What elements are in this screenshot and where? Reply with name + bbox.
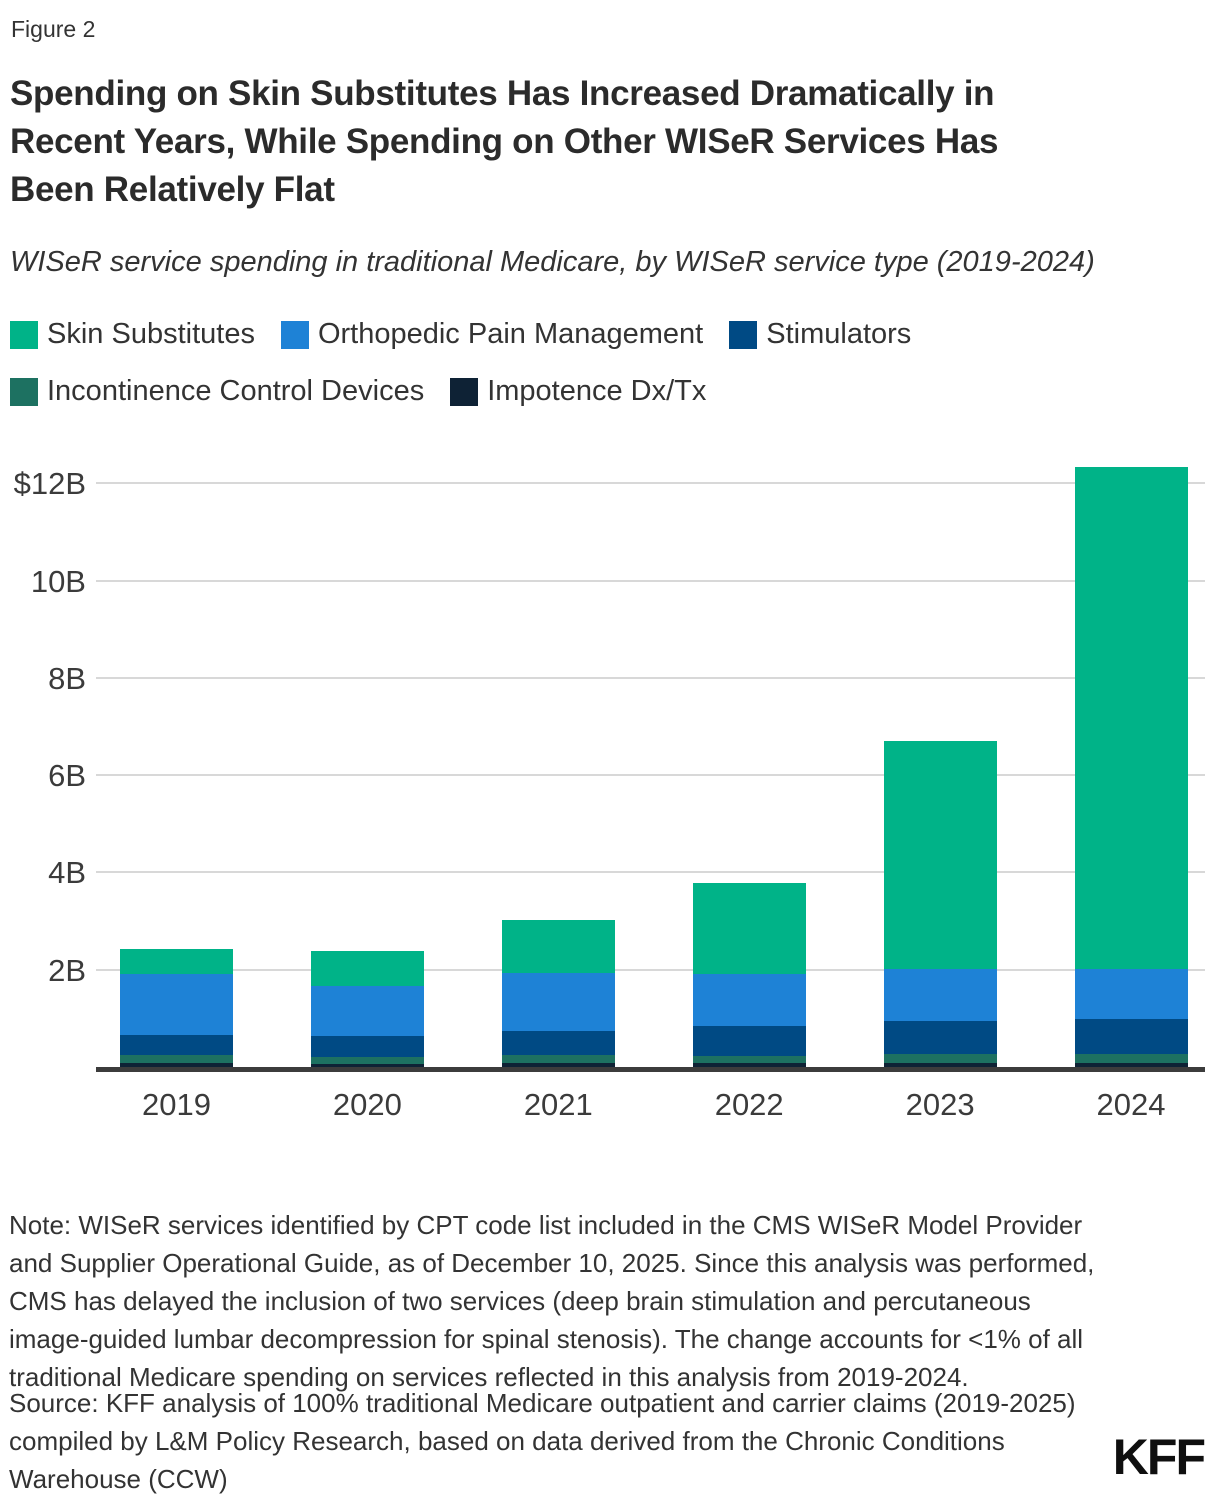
bar-segment-2022-incontinence-control-devices[interactable]: [692, 1055, 806, 1064]
bar-segment-2024-skin-substitutes[interactable]: [1074, 467, 1188, 970]
bar-segment-2022-stimulators[interactable]: [692, 1025, 806, 1056]
legend-item-skin-substitutes[interactable]: Skin Substitutes: [10, 318, 255, 351]
bar-segment-2024-incontinence-control-devices[interactable]: [1074, 1054, 1188, 1063]
bar-segment-2021-skin-substitutes[interactable]: [501, 919, 615, 973]
bar-segment-2022-impotence-dx-tx[interactable]: [692, 1063, 806, 1067]
bar-segment-2022-orthopedic-pain-management[interactable]: [692, 974, 806, 1026]
legend: Skin Substitutes Orthopedic Pain Manageme…: [10, 318, 1090, 408]
gridline-10b: [96, 579, 1205, 582]
bar-segment-2023-skin-substitutes[interactable]: [883, 740, 997, 970]
bar-segment-2023-stimulators[interactable]: [883, 1020, 997, 1055]
kff-logo[interactable]: KFF: [1112, 1429, 1206, 1485]
legend-label: Stimulators: [766, 318, 912, 350]
legend-swatch-skin-substitutes: [10, 320, 38, 349]
gridline-6b: [96, 774, 1205, 777]
x-axis-label-2022: 2022: [714, 1087, 784, 1122]
bar-segment-2023-impotence-dx-tx[interactable]: [883, 1062, 997, 1067]
gridline-2b: [96, 968, 1205, 971]
y-axis-tick-label: 2B: [48, 952, 86, 988]
bar-segment-2021-stimulators[interactable]: [501, 1030, 615, 1056]
x-axis-label-2023: 2023: [905, 1087, 975, 1122]
y-axis-tick-label: 4B: [48, 855, 86, 891]
bar-segment-2024-impotence-dx-tx[interactable]: [1074, 1062, 1188, 1067]
bar-segment-2024-orthopedic-pain-management[interactable]: [1074, 969, 1188, 1019]
stacked-bar-chart: 2B 4B 6B 8B 10B $12B 2019 2020 2021 2022 2023 2024: [0, 455, 1220, 1135]
legend-swatch-stimulators: [729, 320, 758, 349]
x-axis-line: [96, 1067, 1205, 1072]
bar-segment-2020-orthopedic-pain-management[interactable]: [310, 985, 424, 1037]
y-axis-tick-label: 10B: [30, 563, 86, 599]
y-axis-tick-label: 8B: [48, 660, 86, 696]
y-axis-tick-label: 6B: [48, 758, 86, 794]
legend-swatch-orthopedic-pain-management: [280, 320, 309, 349]
legend-label: Skin Substitutes: [47, 318, 255, 350]
chart-title: Spending on Skin Substitutes Has Increas…: [10, 74, 999, 209]
bar-segment-2021-incontinence-control-devices[interactable]: [501, 1055, 615, 1064]
legend-label: Orthopedic Pain Management: [317, 318, 704, 350]
gridline-4b: [96, 871, 1205, 874]
bar-segment-2022-skin-substitutes[interactable]: [692, 883, 806, 975]
legend-label: Impotence Dx/Tx: [487, 375, 707, 407]
bar-segment-2021-orthopedic-pain-management[interactable]: [501, 972, 615, 1031]
legend-swatch-incontinence-control-devices: [10, 377, 38, 406]
gridline-12b: [96, 482, 1205, 485]
y-axis-tick-label: $12B: [13, 466, 86, 502]
bar-segment-2024-stimulators[interactable]: [1074, 1018, 1188, 1055]
bar-segment-2020-incontinence-control-devices[interactable]: [310, 1056, 424, 1064]
bar-segment-2020-stimulators[interactable]: [310, 1036, 424, 1057]
gridline-8b: [96, 676, 1205, 679]
bar-segment-2019-impotence-dx-tx[interactable]: [120, 1062, 233, 1067]
bar-segment-2020-impotence-dx-tx[interactable]: [310, 1063, 424, 1067]
legend-item-impotence-dx-tx[interactable]: Impotence Dx/Tx: [450, 375, 706, 408]
x-axis-label-2024: 2024: [1096, 1087, 1166, 1122]
bar-segment-2019-skin-substitutes[interactable]: [120, 948, 233, 975]
source-text: Source: KFF analysis of 100% traditional…: [9, 1388, 1076, 1494]
bar-segment-2021-impotence-dx-tx[interactable]: [501, 1063, 615, 1067]
bar-segment-2019-orthopedic-pain-management[interactable]: [120, 974, 233, 1035]
legend-item-orthopedic-pain-management[interactable]: Orthopedic Pain Management: [280, 318, 704, 351]
bar-segment-2023-incontinence-control-devices[interactable]: [883, 1054, 997, 1063]
legend-item-stimulators[interactable]: Stimulators: [729, 318, 911, 351]
legend-label: Incontinence Control Devices: [47, 375, 425, 407]
x-axis-label-2019: 2019: [142, 1087, 211, 1122]
bar-segment-2020-skin-substitutes[interactable]: [310, 951, 424, 986]
x-axis-label-2021: 2021: [523, 1087, 593, 1122]
figure-label: Figure 2: [11, 16, 96, 42]
legend-item-incontinence-control-devices[interactable]: Incontinence Control Devices: [10, 375, 424, 408]
bar-segment-2019-stimulators[interactable]: [120, 1034, 233, 1056]
bar-segment-2019-incontinence-control-devices[interactable]: [120, 1055, 233, 1063]
chart-subtitle: WISeR service spending in traditional Me…: [10, 246, 1095, 278]
bar-segment-2023-orthopedic-pain-management[interactable]: [883, 969, 997, 1021]
x-axis-label-2020: 2020: [332, 1087, 402, 1122]
legend-swatch-impotence-dx-tx: [450, 377, 479, 406]
note-text: Note: WISeR services identified by CPT c…: [9, 1210, 1095, 1392]
